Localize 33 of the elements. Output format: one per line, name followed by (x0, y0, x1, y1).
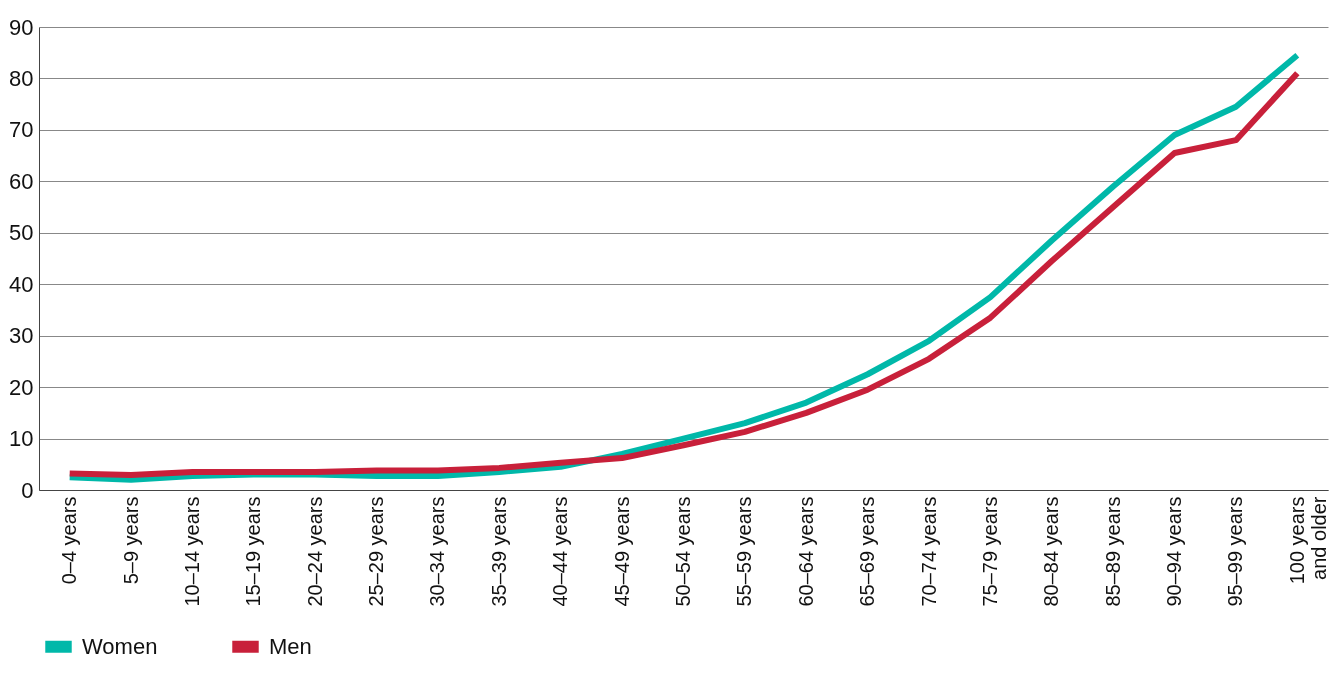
x-tick-label: 65–69 years (856, 496, 879, 607)
y-tick-label: 80 (9, 65, 34, 91)
x-tick-label: 30–34 years (426, 496, 449, 607)
y-tick-label: 0 (21, 477, 34, 503)
x-tick-label: 75–79 years (978, 496, 1001, 607)
y-tick-label: 30 (9, 323, 34, 349)
x-tick-label: 70–74 years (917, 496, 940, 607)
x-tick-label: 40–44 years (549, 496, 572, 607)
y-tick-label: 20 (9, 374, 34, 400)
x-tick-label: 100 years and older (1285, 496, 1330, 585)
legend-label: Men (269, 633, 312, 659)
x-tick-label: 95–99 years (1224, 496, 1247, 607)
x-tick-label: 45–49 years (610, 496, 633, 607)
x-tick-label: 80–84 years (1040, 496, 1063, 607)
x-tick-label: 20–24 years (303, 496, 326, 607)
x-tick-label: 35–39 years (487, 496, 510, 607)
x-tick-label: 10–14 years (180, 496, 203, 607)
y-tick-label: 70 (9, 117, 34, 143)
x-tick-label: 55–59 years (733, 496, 756, 607)
y-tick-label: 10 (9, 426, 34, 452)
x-tick-label: 60–64 years (794, 496, 817, 607)
legend-label: Women (82, 633, 158, 659)
x-tick-label: 85–89 years (1101, 496, 1124, 607)
x-tick-label: 90–94 years (1163, 496, 1186, 607)
x-tick-label: 5–9 years (119, 496, 142, 585)
x-tick-label: 0–4 years (58, 496, 81, 585)
y-tick-label: 50 (9, 220, 34, 246)
y-tick-label: 40 (9, 271, 34, 297)
y-tick-label: 90 (9, 14, 34, 40)
y-tick-label: 60 (9, 168, 34, 194)
x-tick-label: 25–29 years (365, 496, 388, 607)
x-tick-label: 50–54 years (672, 496, 694, 607)
x-tick-label: 15–19 years (242, 496, 265, 607)
